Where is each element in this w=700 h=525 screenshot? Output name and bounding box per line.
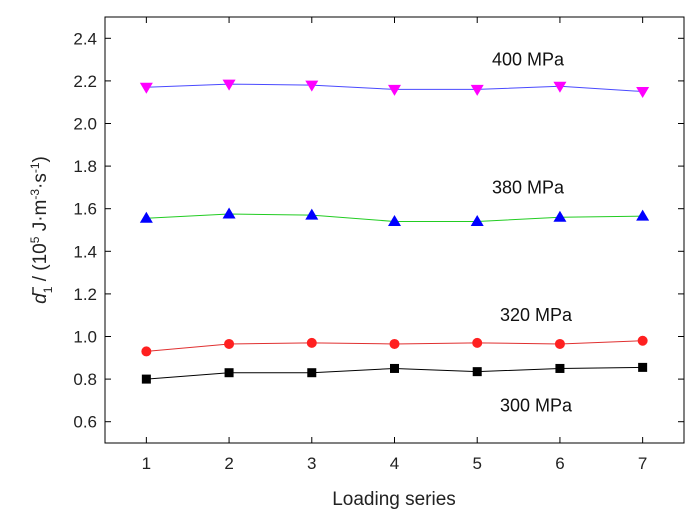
data-point [222, 207, 236, 219]
data-point [554, 338, 565, 349]
y-axis-exp2: -3 [28, 189, 42, 200]
y-axis-unit-mid: J·m [30, 200, 51, 237]
y-tick-label: 0.6 [73, 413, 97, 432]
y-tick-label: 2.2 [73, 72, 97, 91]
y-tick-label: 0.8 [73, 370, 97, 389]
data-point [553, 210, 567, 222]
y-axis-subscript: 1 [41, 286, 55, 293]
data-point [636, 87, 650, 99]
data-point [305, 80, 319, 92]
svg-text:d1 / (105 J·m-3·s-1): d1 / (105 J·m-3·s-1) [28, 156, 55, 304]
data-point [472, 367, 482, 377]
x-tick-label: 3 [307, 454, 316, 473]
y-axis-unit-mid2: ·s [30, 173, 51, 189]
y-axis-title: d1 / (105 J·m-3·s-1) [28, 156, 55, 304]
data-point [305, 208, 319, 220]
data-point [470, 214, 484, 226]
y-axis-exp3: -1 [28, 162, 42, 173]
series-label: 380 MPa [492, 177, 565, 197]
x-axis: 1 2 3 4 5 6 7 [142, 17, 647, 473]
data-point [636, 209, 650, 221]
plot-frame [104, 16, 685, 444]
x-tick-label: 1 [142, 454, 151, 473]
data-point [388, 214, 401, 226]
data-point [141, 374, 151, 384]
data-point [224, 338, 235, 349]
data-point [553, 81, 567, 93]
series-lines [146, 83, 643, 380]
series-label: 400 MPa [492, 49, 565, 69]
y-axis-symbol: d [30, 292, 51, 304]
y-tick-label: 2.4 [73, 29, 97, 48]
data-point [638, 362, 648, 372]
y-axis-unit-end: ) [30, 156, 51, 162]
x-tick-label: 5 [472, 454, 481, 473]
series-label: 320 MPa [500, 305, 573, 325]
y-tick-label: 1.0 [73, 328, 97, 347]
y-axis-unit-prefix: / (10 [30, 243, 51, 286]
data-point [470, 84, 484, 96]
data-point [307, 368, 317, 378]
y-tick-label: 1.4 [73, 242, 97, 261]
data-point [389, 338, 400, 349]
data-point [555, 363, 565, 373]
x-tick-label: 2 [224, 454, 233, 473]
data-point [141, 346, 152, 357]
data-point [139, 211, 153, 223]
series-label: 300 MPa [500, 396, 573, 416]
data-point [388, 84, 401, 96]
y-axis-exp1: 5 [28, 236, 42, 243]
x-axis-title: Loading series [332, 489, 456, 510]
data-point [390, 363, 399, 373]
y-tick-label: 2.0 [73, 115, 97, 134]
data-point [222, 79, 236, 91]
y-tick-label: 1.2 [73, 285, 97, 304]
data-point [224, 368, 234, 378]
x-tick-label: 4 [390, 454, 399, 473]
series-labels: 400 MPa 380 MPa 320 MPa 300 MPa [492, 49, 573, 415]
data-point [637, 335, 648, 346]
data-point [306, 337, 317, 348]
y-tick-label: 1.6 [73, 200, 97, 219]
y-axis: 0.6 0.8 1.0 1.2 1.4 1.6 1.8 2.0 2.2 2.4 [73, 29, 684, 432]
x-tick-label: 6 [555, 454, 564, 473]
data-point [139, 82, 153, 94]
x-tick-label: 7 [638, 454, 647, 473]
series-markers [139, 79, 650, 384]
data-point [472, 337, 483, 348]
y-tick-label: 1.8 [73, 157, 97, 176]
